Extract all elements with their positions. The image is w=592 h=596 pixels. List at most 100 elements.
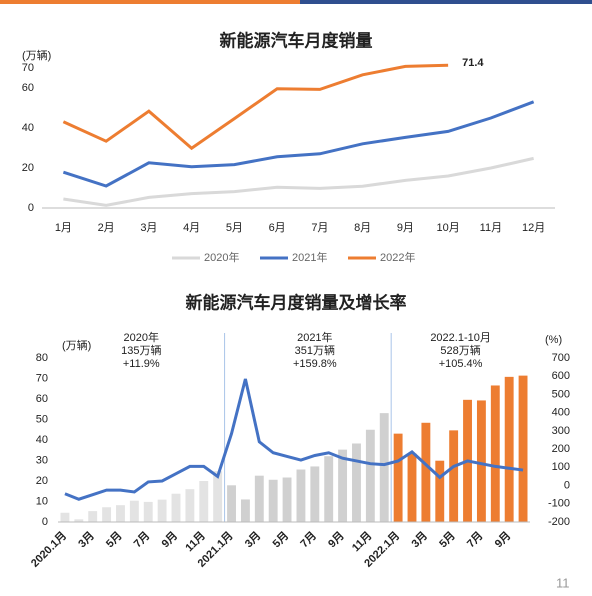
line-series <box>62 100 535 188</box>
bar <box>227 485 236 522</box>
x-tick-label: 3月 <box>76 529 97 550</box>
y2-tick-label: -200 <box>548 516 570 528</box>
bar <box>379 413 389 522</box>
x-tick-label: 2020.1月 <box>28 529 69 570</box>
y2-tick-label: 600 <box>552 370 570 382</box>
x-tick-label: 5月 <box>103 529 124 550</box>
y-tick-label: 0 <box>42 516 48 528</box>
annotation: 135万辆 <box>121 343 161 357</box>
legend-label: 2021年 <box>292 250 327 264</box>
y-tick-label: 60 <box>36 393 48 405</box>
chart-title: 新能源汽车月度销量及增长率 <box>186 292 407 312</box>
y-tick-label: 10 <box>36 495 48 507</box>
bar <box>102 507 112 522</box>
bar <box>449 430 459 522</box>
y2-tick-label: 700 <box>552 352 570 364</box>
y2-tick-label: 0 <box>564 479 570 491</box>
x-tick-label: 11月 <box>349 529 374 554</box>
line-series <box>64 378 524 501</box>
annotation: 351万辆 <box>295 343 335 357</box>
y2-tick-label: 200 <box>552 443 570 455</box>
bar <box>338 449 348 522</box>
bar <box>254 475 264 522</box>
y-tick-label: 70 <box>22 62 34 74</box>
bar <box>171 493 181 522</box>
bar <box>268 479 278 522</box>
x-tick-label: 5月 <box>437 529 458 550</box>
chart-title: 新能源汽车月度销量 <box>220 30 373 50</box>
bar <box>518 375 528 522</box>
bar <box>185 489 195 522</box>
bar <box>282 477 292 522</box>
bar <box>421 422 431 522</box>
x-tick-label: 9月 <box>159 529 180 550</box>
y-axis-label: (万辆) <box>22 48 51 62</box>
y-tick-label: 60 <box>22 82 34 94</box>
y-tick-label: 30 <box>36 454 48 466</box>
annotation: +105.4% <box>439 358 483 370</box>
y2-tick-label: -100 <box>548 498 570 510</box>
annotation: 528万辆 <box>440 343 480 357</box>
x-tick-label: 3月 <box>242 529 263 550</box>
legend-label: 2020年 <box>204 250 239 264</box>
bar <box>365 429 375 522</box>
x-tick-label: 1月 <box>55 222 72 234</box>
bar <box>157 499 167 522</box>
line-series <box>62 63 449 151</box>
y-tick-label: 20 <box>36 475 48 487</box>
bar <box>352 443 361 522</box>
bar <box>310 466 320 522</box>
y-tick-label: 0 <box>28 202 34 214</box>
bar <box>213 471 223 522</box>
x-tick-label: 3月 <box>140 222 157 234</box>
bar <box>143 501 153 522</box>
bar <box>240 499 250 522</box>
bar <box>490 385 500 522</box>
y-tick-label: 70 <box>36 372 48 384</box>
bar <box>60 512 70 522</box>
x-tick-label: 5月 <box>226 222 243 234</box>
bar <box>476 400 486 522</box>
annotation: 2021年 <box>297 330 332 344</box>
y-tick-label: 40 <box>36 434 48 446</box>
x-tick-label: 8月 <box>354 222 371 234</box>
x-tick-label: 2月 <box>98 222 115 234</box>
x-tick-label: 12月 <box>522 222 545 234</box>
bar <box>504 376 514 522</box>
annotation: 2022.1-10月 <box>430 332 491 344</box>
x-tick-label: 10月 <box>437 222 460 234</box>
annotation: +159.8% <box>293 358 337 370</box>
y-tick-label: 40 <box>22 122 34 134</box>
x-tick-label: 7月 <box>131 529 152 550</box>
bar <box>407 453 417 522</box>
y2-tick-label: 100 <box>552 461 570 473</box>
x-tick-label: 6月 <box>269 222 286 234</box>
bar <box>74 519 84 522</box>
y-tick-label: 20 <box>22 162 34 174</box>
page-number: 11 <box>556 575 570 590</box>
y2-tick-label: 500 <box>552 388 570 400</box>
bar <box>296 469 306 522</box>
y2-tick-label: 400 <box>552 407 570 419</box>
y2-axis-label: (%) <box>545 334 562 346</box>
bar <box>324 456 334 522</box>
x-tick-label: 3月 <box>409 529 430 550</box>
bar <box>129 500 139 522</box>
x-tick-label: 4月 <box>183 222 200 234</box>
y-tick-label: 80 <box>36 352 48 364</box>
x-tick-label: 7月 <box>311 222 328 234</box>
data-label: 71.4 <box>462 57 484 69</box>
bar <box>393 433 403 522</box>
x-tick-label: 7月 <box>464 529 485 550</box>
x-tick-label: 5月 <box>270 529 291 550</box>
legend-label: 2022年 <box>380 250 415 264</box>
x-tick-label: 9月 <box>492 529 513 550</box>
line-series <box>63 156 534 207</box>
x-tick-label: 11月 <box>183 529 208 554</box>
y2-tick-label: 300 <box>552 425 570 437</box>
annotation: +11.9% <box>123 358 160 370</box>
x-tick-label: 11月 <box>480 222 502 234</box>
x-tick-label: 9月 <box>325 529 346 550</box>
bar <box>435 460 445 522</box>
